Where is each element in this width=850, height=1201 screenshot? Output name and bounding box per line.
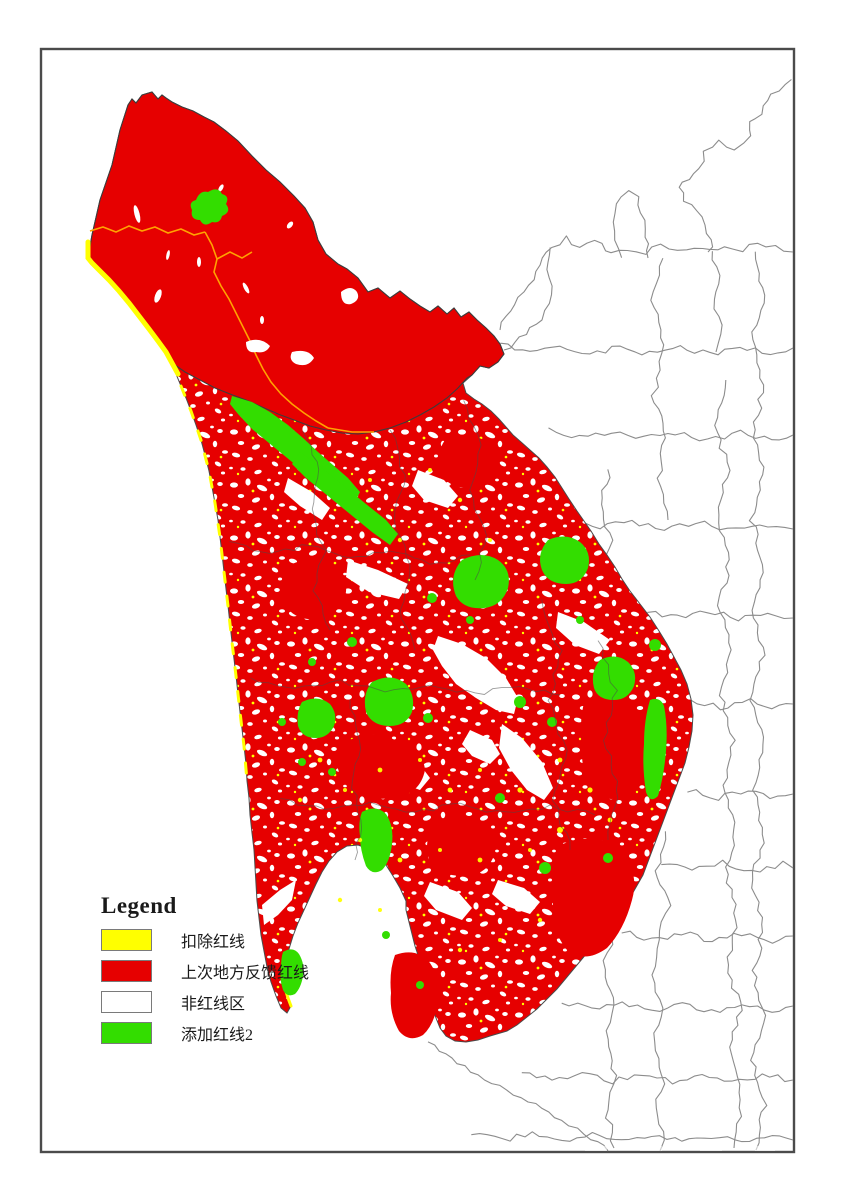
legend-label: 添加红线2 <box>181 1027 254 1044</box>
boundary-line <box>302 430 331 631</box>
boundary-line <box>687 789 794 801</box>
boundary-line <box>621 930 794 944</box>
lakes-in-northwest-block <box>133 184 359 366</box>
boundary-line <box>561 1001 794 1013</box>
boundary-line <box>503 247 553 351</box>
legend-swatch-green <box>101 1022 152 1044</box>
boundary-line <box>647 610 794 622</box>
boundary-line <box>678 79 792 253</box>
added-redline-green-patches <box>190 189 667 996</box>
boundary-line <box>661 859 794 873</box>
legend-label: 扣除红线 <box>181 934 246 951</box>
boundary-line <box>597 640 619 841</box>
neighbor-county-boundaries <box>427 79 794 1152</box>
legend-item-previous-feedback-redline: 上次地方反馈红线 <box>101 959 331 983</box>
legend-item-added-redline: 添加红线2 <box>101 1021 331 1045</box>
legend-swatch-red <box>101 960 152 982</box>
boundary-line <box>548 427 794 442</box>
legend-label: 非红线区 <box>181 996 246 1013</box>
boundary-line <box>499 235 794 331</box>
watermark-artifact <box>585 1146 775 1151</box>
northwest-solid-redline-region <box>87 91 505 435</box>
boundary-line <box>427 1041 609 1152</box>
boundary-line <box>748 251 768 1151</box>
legend-label: 上次地方反馈红线 <box>181 965 310 982</box>
boundary-line <box>602 934 618 1149</box>
boundary-line <box>651 831 672 1152</box>
legend-swatch-white <box>101 991 152 1013</box>
boundary-line <box>541 599 571 851</box>
boundary-line <box>471 1131 794 1143</box>
legend-item-deducted-redline: 扣除红线 <box>101 928 331 952</box>
province-inner-county-boundaries <box>229 400 619 861</box>
boundary-line <box>612 190 650 259</box>
boundary-line <box>521 1072 794 1085</box>
boundary-line <box>280 798 596 816</box>
boundary-line <box>650 257 669 521</box>
boundary-line <box>714 379 743 1149</box>
legend-item-non-redline: 非红线区 <box>101 990 331 1014</box>
boundary-line <box>463 400 488 581</box>
legend-title: Legend <box>101 893 177 918</box>
boundary-line <box>689 698 794 711</box>
boundary-line <box>229 541 471 565</box>
yellow-specks <box>297 468 613 953</box>
boundary-line <box>389 429 416 651</box>
boundary-line <box>250 677 561 696</box>
legend-swatch-yellow <box>101 929 152 951</box>
legend: Legend 扣除红线 上次地方反馈红线 非红线区 添加红线2 <box>101 893 331 1052</box>
boundary-line <box>349 699 363 861</box>
boundary-line <box>500 342 794 356</box>
solid-redline-masses <box>281 435 650 1039</box>
boundary-line <box>711 251 723 353</box>
